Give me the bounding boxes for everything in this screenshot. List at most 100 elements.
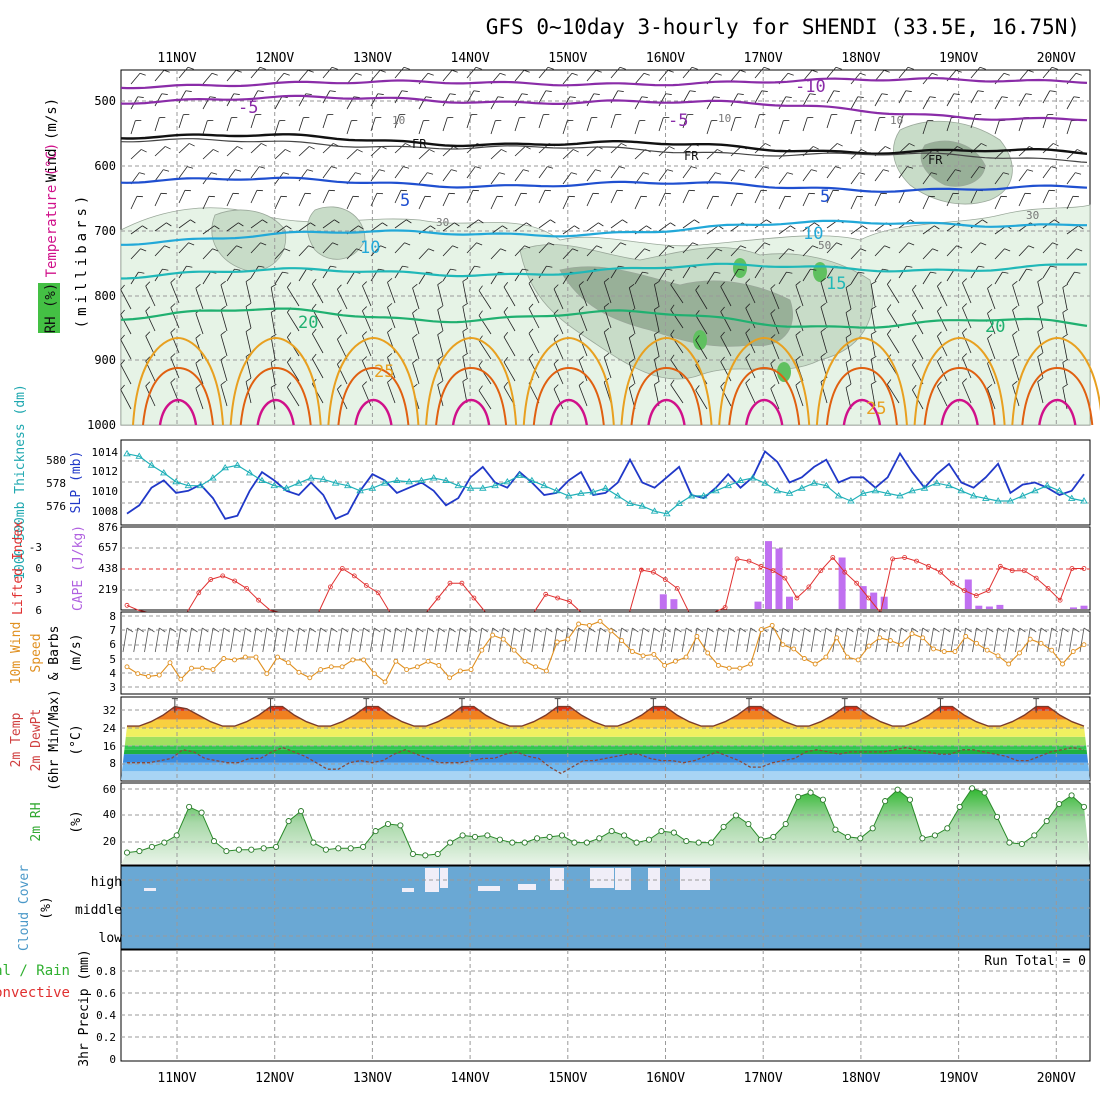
upper-barb-flag [145,306,151,312]
upper-barb-flag [259,166,266,169]
upper-barb-flag [881,93,888,95]
upper-barb-staff [1012,359,1020,382]
rh-high-spot [733,258,747,278]
upper-barb-flag [503,307,509,313]
iso-label-fr-2: FR [684,149,699,163]
upper-barb-flag [528,328,534,334]
cloud-gap [615,868,631,890]
upper-barb-flag [337,309,342,315]
upper-barb-staff [826,67,837,79]
ylabel-precip-conv: Convective [0,985,70,1001]
wind10m-point [640,653,646,659]
isotherm-35-loop [158,398,198,426]
upper-barb-flag [404,242,411,246]
wind10m-point [920,635,926,641]
upper-barb-staff [514,268,523,282]
wind10m-point [812,661,818,667]
upper-barb-staff [870,384,876,407]
upper-barb-flag [887,379,892,385]
wind10m-point [608,628,614,634]
upper-barb-staff [336,364,348,385]
upper-barb-staff [1042,190,1050,204]
wind10m-barb-flag [1019,627,1026,633]
thickness-point [1055,486,1064,494]
upper-barb-staff [370,117,376,132]
wind10m-barb-flag [696,627,704,633]
upper-barb-staff [336,339,348,360]
upper-barb-staff [362,310,372,332]
wind10m-barb-staff [197,627,203,653]
upper-barb-staff [720,361,732,382]
upper-barb-flag [766,219,772,224]
upper-barb-staff [802,193,810,207]
rh2m-point [558,832,566,839]
upper-barb-flag [596,245,603,249]
upper-barb-staff [270,387,276,410]
upper-barb-staff [130,196,138,210]
upper-barb-staff [514,117,520,132]
upper-barb-flag [283,72,290,76]
upper-barb-staff [287,387,300,407]
wind10m-point [694,633,700,639]
upper-barb-staff [922,172,932,185]
upper-barb-staff [370,245,381,257]
upper-barb-flag [885,146,891,150]
upper-barb-staff [610,219,623,229]
upper-barb-flag [353,96,360,98]
upper-barb-flag [598,222,604,227]
wind10m-barb-flag [739,627,747,633]
upper-barb-flag [211,72,218,76]
upper-barb-flag [170,303,176,308]
thickness-point [908,486,917,494]
rh2m-point [223,848,230,855]
upper-barb-flag [308,245,315,249]
wind10m-point [264,671,270,677]
rh2m-point [795,793,802,800]
rh2m-point [944,825,951,832]
rh2m-point [645,836,653,843]
upper-barb-flag [163,169,170,172]
upper-barb-flag [573,149,579,153]
wind10m-point [522,658,528,664]
thickness-point [1031,486,1039,494]
upper-barb-staff [170,282,180,304]
tick-t32: 32 [103,704,116,717]
upper-barb-flag [186,265,193,268]
rh2m-point [384,820,392,828]
upper-barb-staff [226,245,237,257]
date-label-top: 20NOV [1037,51,1076,66]
thickness-point [368,484,377,491]
date-label-bottom: 14NOV [451,1071,490,1086]
upper-barb-staff [274,149,286,160]
upper-barb-staff [503,336,516,357]
upper-barb-flag [761,90,768,92]
upper-barb-flag [738,268,745,271]
thickness-point [258,476,266,484]
thickness-point [761,479,769,486]
wind10m-barb-flag [384,627,392,633]
upper-barb-flag [977,90,984,92]
upper-barb-staff [826,166,836,179]
rh2m-point [322,846,329,853]
wind10m-barb-staff [337,627,343,653]
thickness-point [294,479,303,486]
upper-barb-flag [739,169,746,172]
upper-barb-flag [337,384,342,390]
upper-barb-staff [462,381,468,404]
isotherm-20 [120,307,1088,329]
rh2m-point [807,789,814,796]
upper-barb-staff [730,245,741,257]
wind10m-barb-flag [223,627,230,633]
ylabel-precip-total: Total / Rain [0,963,70,979]
ylabel-temp-unit: (°C) [69,724,84,755]
temperature-isotherms [120,77,1100,426]
upper-barb-staff [178,190,186,204]
upper-barb-staff [1018,146,1030,157]
upper-barb-flag [578,281,584,286]
upper-barb-flag [962,378,967,384]
wind10m-barb-staff [326,627,332,653]
precip-panel-frame [120,949,1091,1062]
upper-barb-flag [478,385,483,391]
lifted-index-point [124,602,130,608]
upper-grid [121,70,1090,425]
